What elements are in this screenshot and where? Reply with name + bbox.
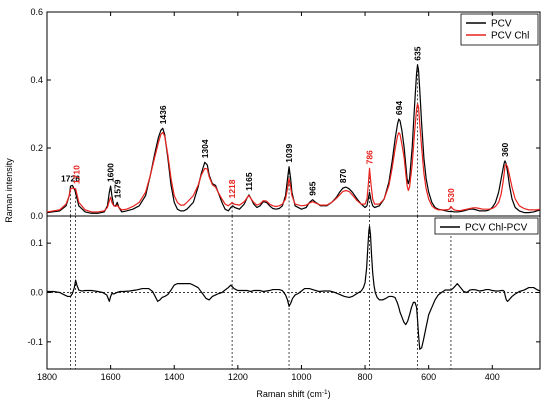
x-tick-label: 1800	[37, 372, 57, 382]
bottom-y-tick-label: -0.1	[27, 337, 43, 347]
peak-label-1039: 1039	[284, 144, 294, 163]
peak-label-1304: 1304	[200, 139, 210, 158]
bottom-y-ticks: -0.1 0.0 0.1	[27, 238, 540, 347]
x-tick-label: 400	[485, 372, 500, 382]
bottom-series-pcv-chl-pcv	[47, 225, 541, 350]
peak-label-1165: 1165	[244, 172, 254, 191]
peak-label-786: 786	[365, 150, 375, 164]
peak-label-694: 694	[394, 101, 404, 115]
x-tick-label: 600	[421, 372, 436, 382]
x-axis-title-superscript: -1	[322, 389, 328, 396]
top-y-tick-label: 0.2	[30, 143, 43, 153]
x-tick-label: 800	[358, 372, 373, 382]
top-series-group	[46, 64, 541, 214]
peak-label-635: 635	[413, 46, 423, 60]
top-y-tick-label: 0.6	[30, 7, 43, 17]
peak-label-965: 965	[308, 181, 318, 195]
peak-label-1726: 1726	[61, 173, 80, 183]
x-axis-title: Raman shift (cm-1)	[256, 389, 330, 400]
peak-label-1600: 1600	[106, 163, 116, 182]
x-tick-label: 1000	[291, 372, 311, 382]
peak-label-530: 530	[446, 188, 456, 202]
bottom-y-tick-label: 0.0	[30, 288, 43, 298]
x-tick-label: 1200	[228, 372, 248, 382]
bottom-legend: PCV Chl-PCV	[434, 217, 539, 235]
y-axis-title: Raman intensity	[4, 158, 14, 223]
top-y-tick-label: 0.4	[30, 75, 43, 85]
legend-entry-label: PCV	[491, 19, 512, 30]
x-tick-label: 1600	[101, 372, 121, 382]
legend-entry-label: PCV Chl	[491, 31, 529, 42]
top-series-pcv-chl	[46, 103, 541, 213]
bottom-y-tick-label: 0.1	[30, 238, 43, 248]
top-series-pcv	[46, 64, 541, 214]
legend-box	[460, 13, 539, 46]
peak-label-1710: 1710	[71, 165, 81, 184]
top-reference-lines	[70, 66, 452, 216]
peak-label-870: 870	[338, 169, 348, 183]
peak-label-1436: 1436	[158, 105, 168, 124]
peak-label-1579: 1579	[112, 179, 122, 198]
x-axis-ticks: 1800 1600 1400 1200 1000 800 600 400	[37, 12, 500, 382]
top-y-tick-label: 0.0	[30, 211, 43, 221]
legend-entry-label: PCV Chl-PCV	[465, 223, 528, 234]
bottom-panel: -0.1 0.0 0.1 PCV Chl-PCV	[27, 215, 541, 370]
peak-label-1218: 1218	[227, 179, 237, 198]
peak-label-360: 360	[500, 142, 510, 156]
x-tick-label: 1400	[164, 372, 184, 382]
legend-box	[434, 217, 539, 235]
top-y-ticks: 0.0 0.2 0.4 0.6	[30, 7, 540, 221]
bottom-series-group	[47, 225, 541, 350]
